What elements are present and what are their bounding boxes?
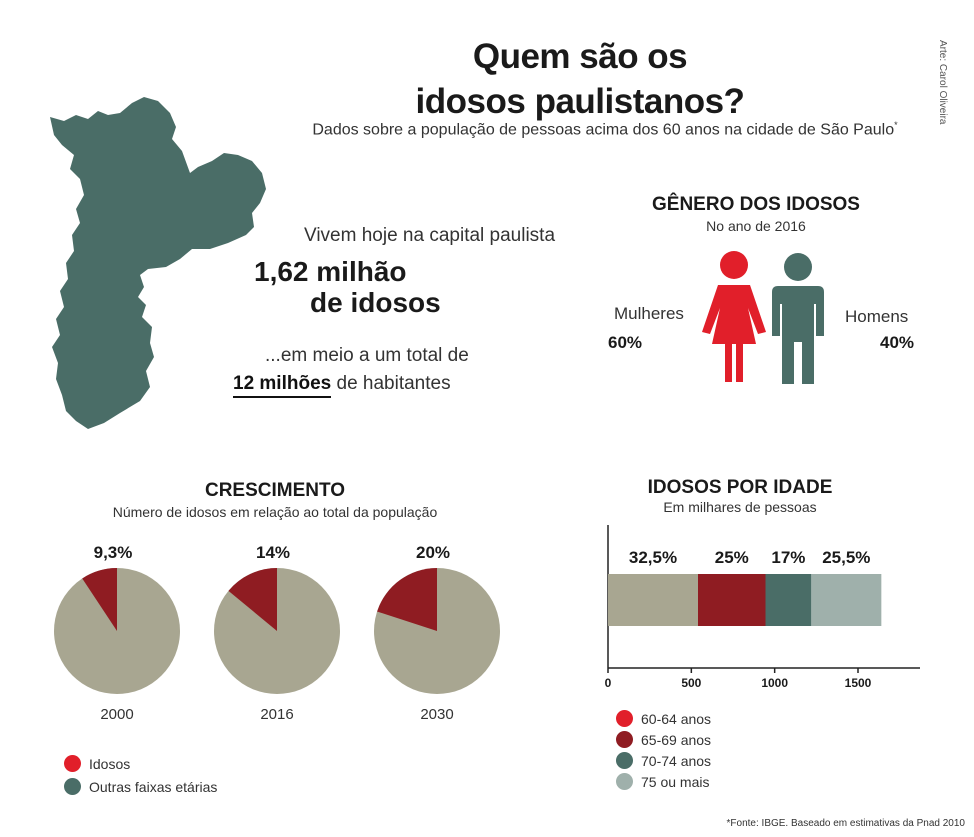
- bar-segment-label-3: 25,5%: [822, 548, 870, 567]
- legend-dot-65-69: [616, 731, 633, 748]
- city-shape: [50, 97, 266, 429]
- overview-big-line-1: 1,62 milhão: [254, 256, 407, 287]
- overview-mid: ...em meio a um total de: [265, 345, 469, 366]
- gender-subtitle: No ano de 2016: [706, 218, 806, 234]
- growth-subtitle: Número de idosos em relação ao total da …: [112, 504, 438, 520]
- x-tick-label-1000: 1000: [761, 676, 788, 690]
- growth-pies: [54, 568, 500, 694]
- pie-label-2016: 14%: [255, 543, 291, 562]
- ages-bar-chart: 32,5% 25% 17% 25,5% 0 500 1000 1500: [605, 525, 920, 690]
- women-label: Mulheres: [614, 304, 684, 323]
- legend-item-outras: Outras faixas etárias: [64, 778, 217, 795]
- legend-item-idosos: Idosos: [64, 755, 217, 772]
- legend-dot-75-mais: [616, 773, 633, 790]
- woman-icon: [702, 251, 766, 382]
- man-icon: [772, 253, 824, 384]
- bar-segment-1: [698, 574, 766, 626]
- bar-segment-2: [765, 574, 812, 626]
- men-pct: 40%: [880, 333, 915, 352]
- legend-label: 65-69 anos: [641, 731, 712, 748]
- growth-legend: Idosos Outras faixas etárias: [64, 755, 217, 795]
- legend-label: Idosos: [89, 755, 131, 772]
- pie-year-2000: 2000: [100, 706, 134, 723]
- legend-label: 75 ou mais: [641, 773, 710, 790]
- legend-dot-70-74: [616, 752, 633, 769]
- subtitle-text: Dados sobre a população de pessoas acima…: [312, 121, 895, 139]
- x-tick-label-500: 500: [681, 676, 701, 690]
- pie-slice-idosos-2000: [82, 568, 117, 631]
- legend-dot-idosos: [64, 755, 81, 772]
- bar-segment-label-0: 32,5%: [629, 548, 677, 567]
- legend-label: Outras faixas etárias: [89, 778, 218, 795]
- subtitle-mark: *: [894, 120, 898, 130]
- page-title: Quem são os idosos paulistanos?: [300, 34, 860, 124]
- pie-label-2000: 9,3%: [93, 543, 133, 562]
- page-subtitle: Dados sobre a população de pessoas acima…: [250, 120, 960, 139]
- overview-total: 12 milhões de habitantes: [233, 373, 451, 398]
- legend-dot-outras: [64, 778, 81, 795]
- bar-segment-0: [608, 574, 698, 626]
- legend-label: 60-64 anos: [641, 710, 712, 727]
- art-credit: Arte: Carol Oliveira: [937, 40, 948, 125]
- legend-item-70-74: 70-74 anos: [616, 752, 711, 769]
- legend-dot-60-64: [616, 710, 633, 727]
- bar-segment-label-2: 17%: [771, 548, 805, 567]
- legend-item-60-64: 60-64 anos: [616, 710, 711, 727]
- gender-title: GÊNERO DOS IDOSOS: [652, 194, 860, 215]
- ages-legend: 60-64 anos 65-69 anos 70-74 anos 75 ou m…: [616, 710, 711, 790]
- total-strong: 12 milhões: [233, 373, 332, 398]
- pie-slice-idosos-2016: [228, 568, 277, 631]
- ages-title: IDOSOS POR IDADE: [647, 477, 833, 498]
- pie-year-2030: 2030: [420, 706, 454, 723]
- legend-label: 70-74 anos: [641, 752, 712, 769]
- pie-label-2030: 20%: [415, 543, 451, 562]
- legend-item-75-mais: 75 ou mais: [616, 773, 711, 790]
- title-line-1: Quem são os: [472, 37, 688, 76]
- pie-year-2016: 2016: [260, 706, 294, 723]
- overview-lead: Vivem hoje na capital paulista: [304, 225, 556, 246]
- growth-title: CRESCIMENTO: [204, 480, 346, 501]
- bar-segment-label-1: 25%: [715, 548, 749, 567]
- legend-item-65-69: 65-69 anos: [616, 731, 711, 748]
- footnote: *Fonte: IBGE. Baseado em estimativas da …: [726, 818, 965, 829]
- sao-paulo-map: [50, 97, 266, 429]
- x-tick-label-1500: 1500: [845, 676, 872, 690]
- x-tick-label-0: 0: [605, 676, 612, 690]
- men-label: Homens: [845, 307, 909, 326]
- women-pct: 60%: [608, 333, 643, 352]
- ages-subtitle: Em milhares de pessoas: [663, 499, 817, 515]
- pie-slice-idosos-2030: [377, 568, 437, 631]
- overview-big-line-2: de idosos: [310, 287, 441, 318]
- total-rest: de habitantes: [331, 373, 451, 394]
- bar-segment-3: [811, 574, 882, 626]
- title-line-2: idosos paulistanos?: [415, 82, 745, 121]
